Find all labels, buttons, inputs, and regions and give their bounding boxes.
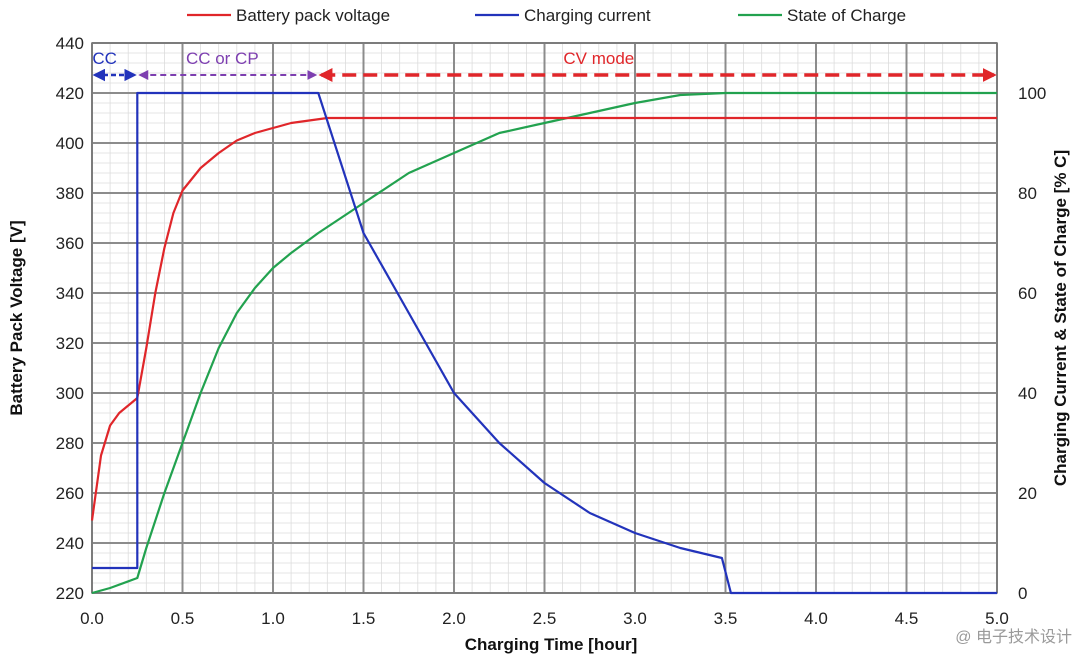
series-line-state-of-charge xyxy=(91,91,997,595)
x-tick-label: 1.0 xyxy=(261,609,285,628)
x-tick-label: 3.5 xyxy=(714,609,738,628)
y-left-tick-label: 220 xyxy=(56,584,84,603)
legend-label: Charging current xyxy=(524,6,651,25)
x-tick-label: 4.0 xyxy=(804,609,828,628)
mode-label: CC or CP xyxy=(186,49,259,68)
x-tick-label: 2.0 xyxy=(442,609,466,628)
y-left-tick-label: 380 xyxy=(56,184,84,203)
y-left-tick-label: 260 xyxy=(56,484,84,503)
y-left-tick-label: 320 xyxy=(56,334,84,353)
y-left-axis-title: Battery Pack Voltage [V] xyxy=(7,220,26,415)
x-tick-label: 1.5 xyxy=(352,609,376,628)
x-tick-labels: 0.0 0.5 1.0 1.5 2.0 2.5 3.0 3.5 4.0 4.5 5.0 xyxy=(80,609,1009,628)
y-left-tick-label: 400 xyxy=(56,134,84,153)
x-tick-label: 5.0 xyxy=(985,609,1009,628)
legend-label: State of Charge xyxy=(787,6,906,25)
x-tick-label: 2.5 xyxy=(533,609,557,628)
y-left-tick-label: 340 xyxy=(56,284,84,303)
y-right-axis-title: Charging Current & State of Charge [% C] xyxy=(1051,150,1070,486)
x-tick-label: 0.5 xyxy=(171,609,195,628)
y-right-tick-label: 60 xyxy=(1018,284,1037,303)
y-left-tick-label: 300 xyxy=(56,384,84,403)
x-tick-label: 4.5 xyxy=(895,609,919,628)
legend-label: Battery pack voltage xyxy=(236,6,390,25)
y-right-tick-label: 40 xyxy=(1018,384,1037,403)
series-layer xyxy=(90,91,997,595)
y-left-tick-label: 280 xyxy=(56,434,84,453)
watermark: @ 电子技术设计 xyxy=(955,628,1072,646)
series-line-battery-pack-voltage xyxy=(90,116,997,521)
y-right-tick-label: 20 xyxy=(1018,484,1037,503)
y-left-tick-labels: 220 240 260 280 300 320 340 360 380 400 420 440 xyxy=(56,34,84,603)
mode-label: CV mode xyxy=(563,49,634,68)
mode-label: CC xyxy=(92,49,117,68)
x-tick-label: 0.0 xyxy=(80,609,104,628)
plot-frame xyxy=(91,42,998,594)
mode-annotations: CC CC or CP CV mode xyxy=(92,49,997,82)
y-left-tick-label: 440 xyxy=(56,34,84,53)
y-right-tick-label: 0 xyxy=(1018,584,1027,603)
y-left-tick-label: 420 xyxy=(56,84,84,103)
x-axis-title: Charging Time [hour] xyxy=(465,635,638,654)
x-tick-label: 3.0 xyxy=(623,609,647,628)
series-line-charging-current xyxy=(92,91,997,595)
legend: Battery pack voltage Charging current Stat… xyxy=(187,6,906,25)
y-right-tick-labels: 0 20 40 60 80 100 xyxy=(1018,84,1046,603)
y-left-tick-label: 240 xyxy=(56,534,84,553)
y-right-tick-label: 80 xyxy=(1018,184,1037,203)
y-left-tick-label: 360 xyxy=(56,234,84,253)
y-right-tick-label: 100 xyxy=(1018,84,1046,103)
